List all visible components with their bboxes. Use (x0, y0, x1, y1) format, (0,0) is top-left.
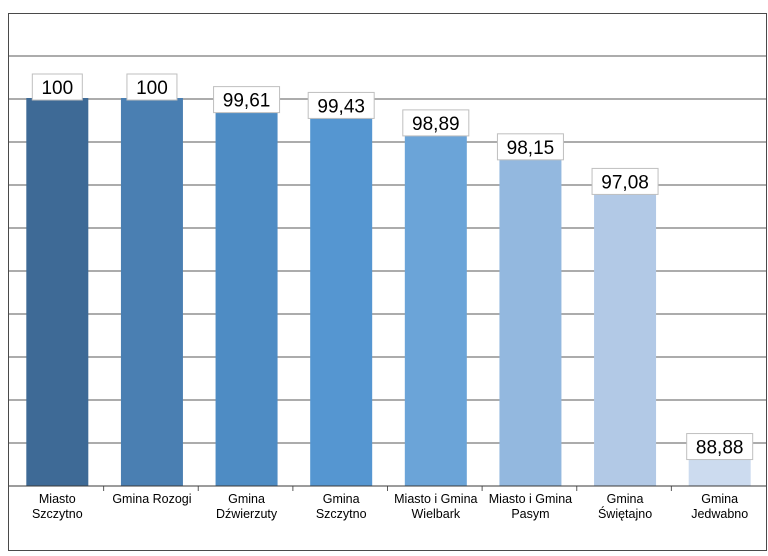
value-label-box (31, 73, 83, 101)
category-label: Wielbark (412, 507, 461, 521)
value-label-box (402, 109, 470, 137)
category-label: Miasto i Gmina (394, 492, 477, 506)
category-label: Gmina (701, 492, 738, 506)
value-label-box (126, 73, 178, 101)
category-label: Gmina (228, 492, 265, 506)
category-label: Dźwierzuty (216, 507, 278, 521)
value-label-box (496, 133, 564, 161)
category-label: Jedwabno (691, 507, 748, 521)
value-label: 98,89 (412, 114, 460, 135)
category-label: Miasto (39, 492, 76, 506)
bar (120, 98, 183, 486)
value-label-box (686, 433, 754, 461)
category-label: Miasto i Gmina (489, 492, 572, 506)
category-label: Pasym (511, 507, 549, 521)
category-label: Świętajno (598, 506, 652, 521)
bar (310, 116, 373, 487)
bar (688, 457, 751, 486)
bar (215, 110, 278, 487)
value-label: 88,88 (696, 438, 744, 459)
bar (594, 192, 657, 486)
category-label: Szczytno (316, 507, 367, 521)
value-labels: 100 100 99,61 99,43 98,89 98,15 97,08 88,88 (31, 73, 754, 461)
value-label-box (213, 86, 281, 114)
value-label: 100 (136, 78, 168, 99)
value-label-box (591, 167, 659, 195)
value-label-box (307, 91, 375, 119)
bar (499, 157, 562, 487)
bar (404, 133, 467, 486)
category-label: Gmina (323, 492, 360, 506)
category-label: Gmina Rozogi (112, 492, 191, 506)
bar (26, 98, 89, 486)
category-label: Gmina (607, 492, 644, 506)
category-label: Szczytno (32, 507, 83, 521)
x-axis (9, 485, 766, 491)
value-label: 98,15 (507, 138, 555, 159)
value-label: 99,43 (317, 96, 365, 117)
value-label: 99,61 (223, 91, 271, 112)
value-label: 97,08 (601, 172, 649, 193)
value-label: 100 (41, 78, 73, 99)
bars (26, 98, 751, 487)
